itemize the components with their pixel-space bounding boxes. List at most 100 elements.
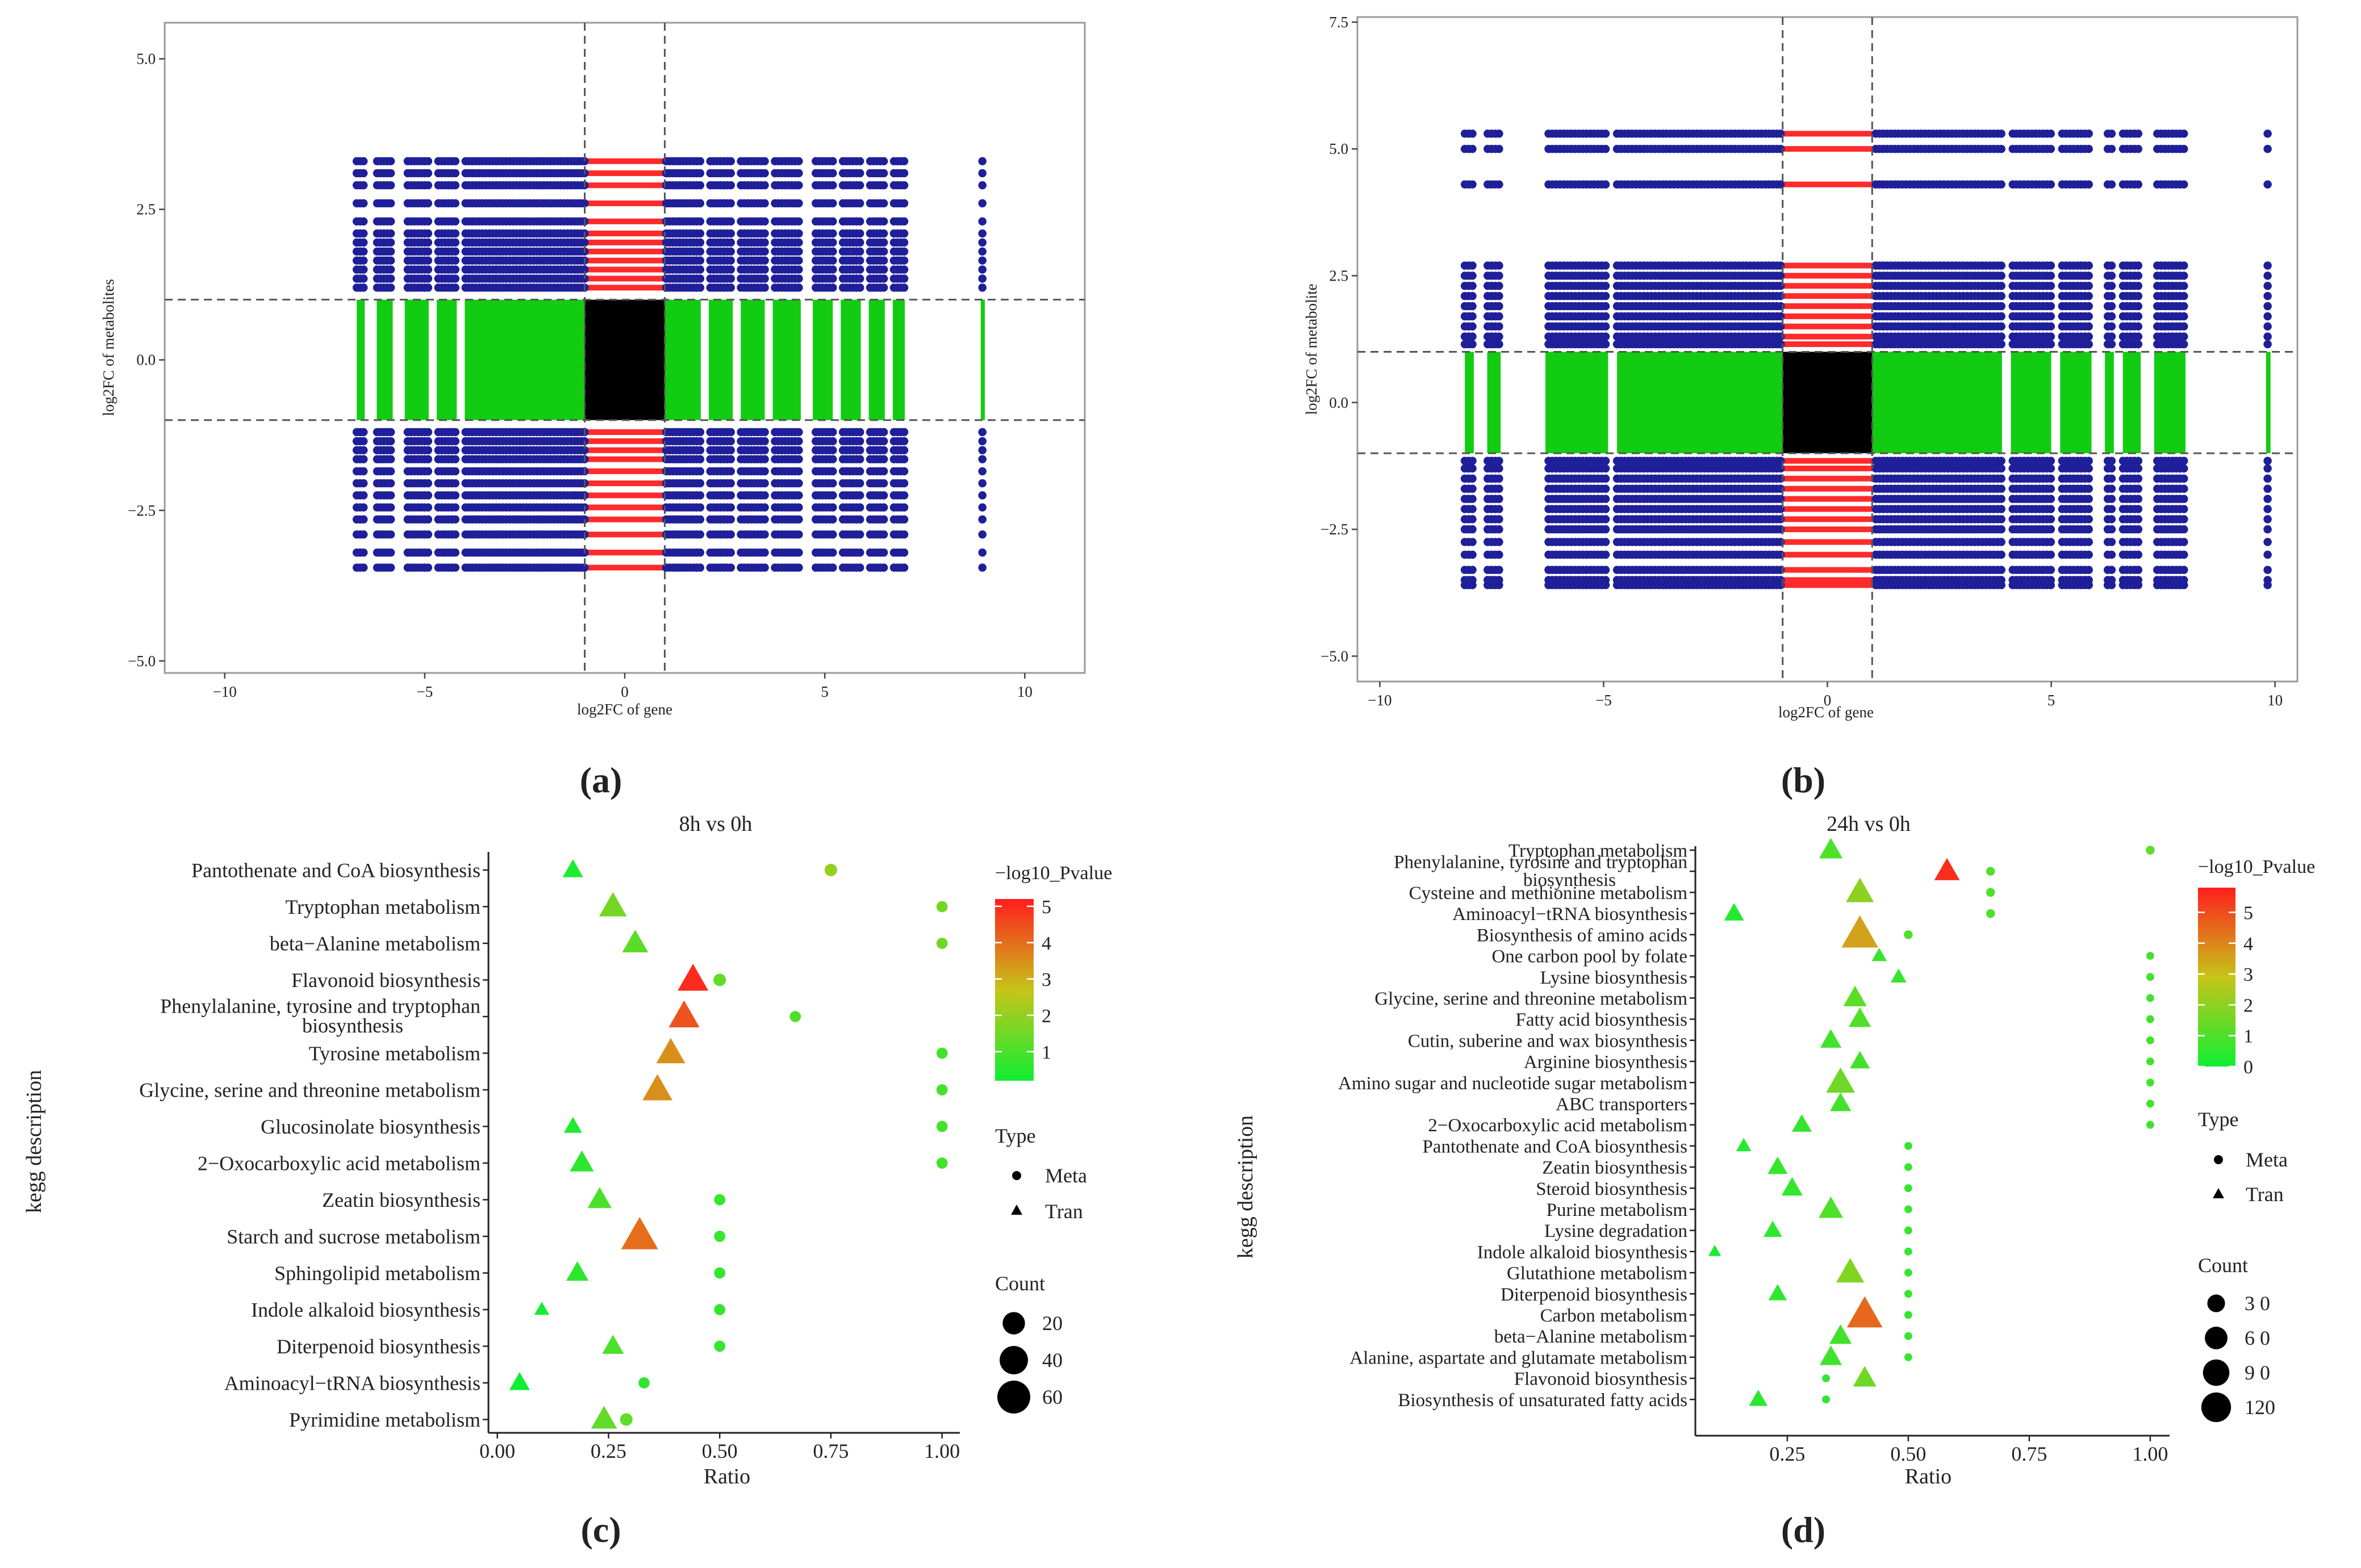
red-segment: [584, 549, 665, 555]
y-tick-label: 7.5: [1329, 14, 1348, 31]
category-label: Tryptophan metabolism: [1508, 841, 1687, 862]
metabolite-row: [352, 157, 987, 166]
metabolite-row: [352, 256, 987, 265]
panel-d-legend-count-title: Count: [2198, 1254, 2248, 1277]
metabolite-row: [1460, 525, 2272, 534]
x-tick-label: 0: [1824, 692, 1832, 709]
category-label: Zeatin biosynthesis: [322, 1189, 480, 1211]
blue-dots: [1460, 538, 2272, 546]
tran-marker: [1853, 1366, 1877, 1387]
red-segment: [584, 248, 665, 254]
tran-marker: [1819, 1345, 1842, 1365]
metabolite-row: [352, 247, 987, 256]
panel-c-legend-color-title: −log10_Pvalue: [995, 863, 1112, 884]
metabolite-row: [1460, 180, 2272, 189]
count-legend-label: 20: [1042, 1312, 1063, 1335]
meta-marker: [2146, 1120, 2154, 1129]
blue-dots: [352, 283, 987, 292]
panel-d: 24h vs 0h Tryptophan metabolismPhenylala…: [1234, 812, 2315, 1550]
color-tick-label: 1: [2243, 1026, 2253, 1047]
red-segment: [1782, 262, 1873, 269]
panel-d-legend-meta-label: Meta: [2246, 1148, 2288, 1171]
blue-dots: [1460, 302, 2272, 311]
panel-b-xlabel: log2FC of gene: [1778, 704, 1874, 721]
x-tick-label: 1.00: [2132, 1442, 2168, 1465]
x-tick-label: −5: [416, 683, 433, 700]
x-tick-label: 10: [2267, 692, 2283, 709]
tran-marker: [1848, 1007, 1871, 1027]
count-legend-label: 9 0: [2245, 1361, 2270, 1384]
gene-gap: [905, 299, 981, 420]
red-segment: [584, 480, 665, 487]
metabolite-row: [1460, 322, 2272, 331]
blue-dots: [1460, 282, 2272, 290]
meta-marker: [620, 1413, 633, 1426]
blue-dots: [1460, 525, 2272, 534]
metabolite-row: [1460, 464, 2272, 473]
panel-label-a: (a): [580, 760, 622, 800]
category-label: Tryptophan metabolism: [285, 896, 480, 918]
gene-gap: [2185, 352, 2266, 454]
blue-dots: [1460, 484, 2272, 493]
metabolite-row: [352, 428, 987, 437]
red-segment: [1782, 283, 1873, 289]
panel-label-c: (c): [580, 1510, 621, 1550]
count-legend-label: 120: [2245, 1396, 2275, 1419]
meta-marker: [714, 1267, 726, 1279]
color-tick-label: 0: [2243, 1057, 2253, 1078]
color-tick-label: 5: [2243, 902, 2253, 923]
blue-dots: [1460, 312, 2272, 321]
tran-marker: [1841, 915, 1879, 948]
category-label: Cutin, suberine and wax biosynthesis: [1408, 1031, 1687, 1051]
x-tick-label: 0.25: [591, 1440, 626, 1462]
category-label: Tyrosine metabolism: [309, 1042, 480, 1065]
red-segment: [584, 218, 665, 224]
black-core: [1782, 352, 1873, 454]
gene-gap: [833, 299, 841, 420]
category-label: beta−Alanine metabolism: [1494, 1327, 1688, 1347]
category-label: Biosynthesis of amino acids: [1477, 925, 1687, 946]
tran-marker: [563, 1117, 582, 1133]
category-label: Fatty acid biosynthesis: [1516, 1010, 1687, 1030]
panel-d-legend-type-title: Type: [2198, 1108, 2238, 1131]
meta-marker: [936, 1084, 948, 1095]
metabolite-row: [352, 238, 987, 247]
panel-a-xlabel: log2FC of gene: [577, 701, 672, 718]
tran-marker: [1781, 1177, 1803, 1196]
category-label: beta−Alanine metabolism: [270, 933, 480, 955]
red-segment: [584, 456, 665, 462]
panel-d-count-legend: 3 0 6 0 9 0 120: [2201, 1292, 2275, 1423]
tran-marker: [566, 1261, 589, 1281]
blue-dots: [352, 229, 987, 238]
gene-gap: [457, 299, 465, 420]
count-legend-label: 60: [1042, 1386, 1063, 1408]
x-tick-label: 0.50: [702, 1440, 738, 1462]
panel-b-points: [1460, 129, 2272, 589]
meta-marker: [1986, 909, 1995, 918]
meta-marker: [1904, 1290, 1912, 1298]
tran-marker: [570, 1150, 594, 1172]
gene-gap: [2001, 352, 2011, 454]
metabolite-row: [1460, 538, 2272, 546]
category-label-cont: biosynthesis: [1523, 870, 1616, 890]
meta-marker: [714, 1231, 726, 1242]
category-label: Diterpenoid biosynthesis: [277, 1335, 480, 1358]
metabolite-row: [352, 437, 987, 445]
count-legend-label: 40: [1042, 1349, 1063, 1372]
meta-marker: [638, 1377, 650, 1389]
metabolite-row: [1460, 312, 2272, 321]
metabolite-row: [352, 503, 987, 512]
red-segment: [584, 239, 665, 245]
red-segment: [584, 182, 665, 189]
gene-gap: [1501, 352, 1545, 454]
blue-dots: [352, 238, 987, 247]
tran-marker: [1749, 1390, 1768, 1406]
panel-c-legend-count-title: Count: [995, 1272, 1045, 1295]
red-segment: [584, 158, 665, 164]
tran-marker: [1850, 1051, 1870, 1069]
gene-gap: [2141, 352, 2154, 454]
gene-gap: [764, 299, 773, 420]
meta-marker: [713, 973, 726, 986]
red-segment: [584, 429, 665, 435]
